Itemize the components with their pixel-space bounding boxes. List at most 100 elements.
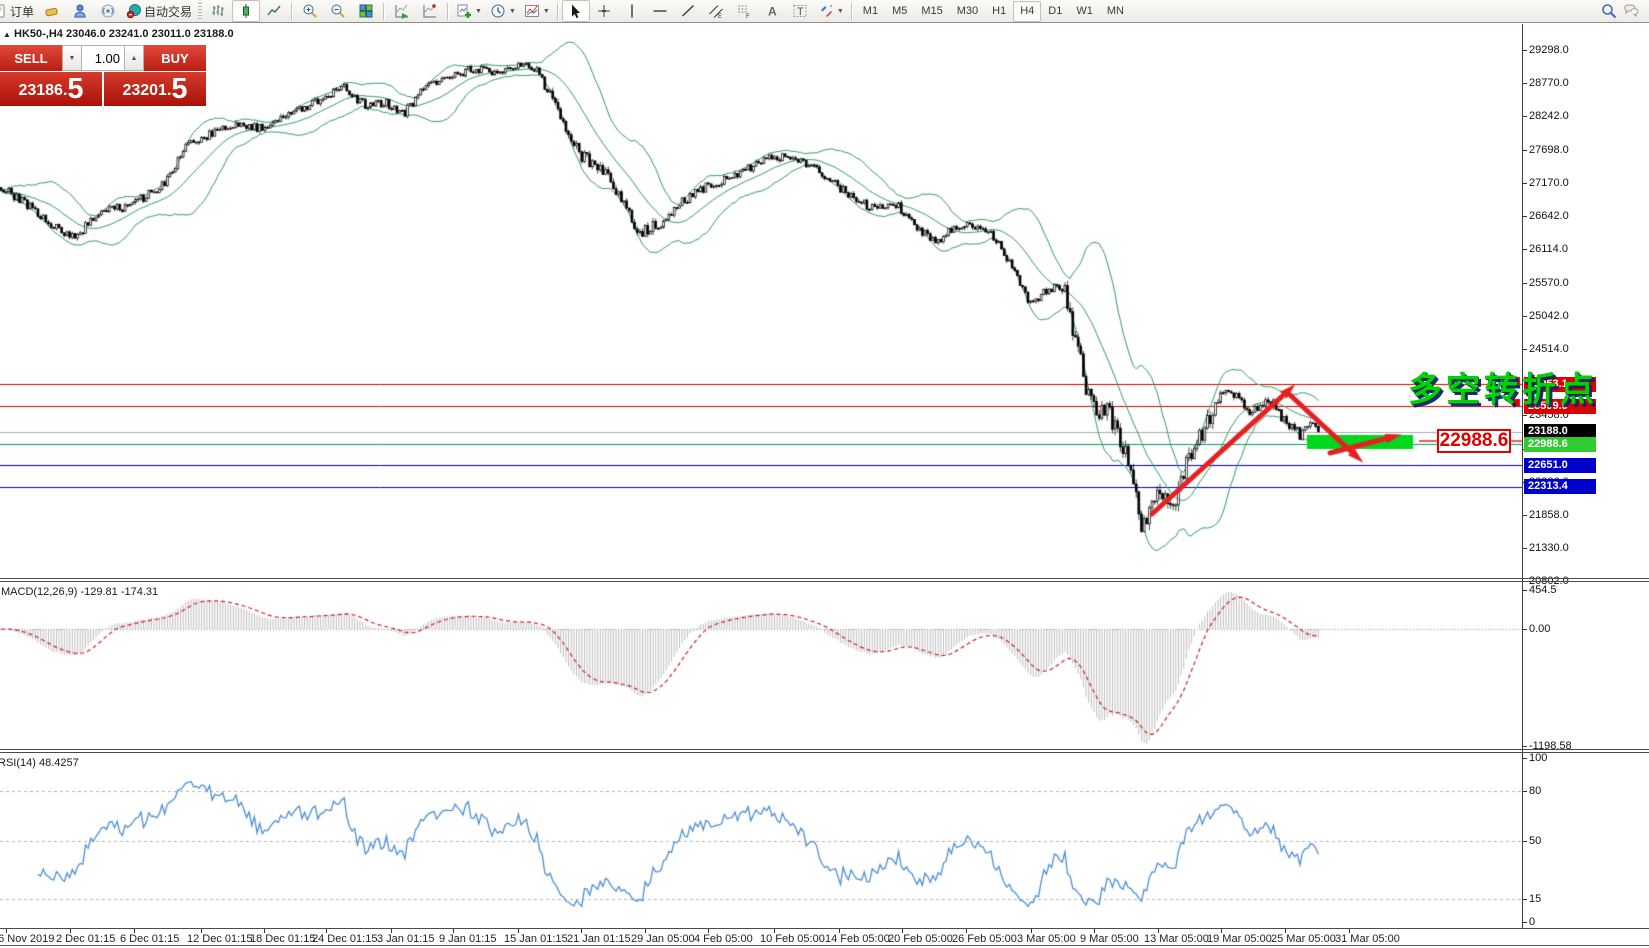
auto-scroll-button[interactable]: [388, 0, 416, 22]
new-order-icon: [0, 4, 5, 18]
panel-separator[interactable]: [0, 752, 1649, 753]
sell-price-dot: .: [62, 82, 68, 99]
panel-separator[interactable]: [0, 749, 1649, 750]
accounts-button[interactable]: [66, 0, 94, 22]
price-axis[interactable]: 29298.0 28770.0 28242.0 27698.0 27170.0 26642…: [1522, 24, 1649, 929]
buy-button[interactable]: BUY: [144, 45, 206, 71]
tf-m5[interactable]: M5: [892, 5, 908, 17]
rsi-tick-label: 50: [1529, 835, 1542, 847]
line-chart-icon: [267, 5, 281, 16]
search-icon[interactable]: [1601, 3, 1617, 19]
candlestick-chart-icon: [243, 4, 250, 18]
annotation-text-cn[interactable]: 多空转折点: [1408, 371, 1598, 409]
arrows-shapes-button[interactable]: ▼: [814, 0, 848, 22]
axis-tick: [1523, 590, 1527, 591]
arrows-shapes-icon: [820, 4, 833, 17]
price-tag: 23188.0: [1524, 424, 1596, 440]
sell-button[interactable]: SELL: [0, 45, 62, 71]
candlestick-chart-button[interactable]: [232, 0, 261, 22]
panel-separator: [0, 928, 1649, 929]
time-axis-label: 25 Mar 05:00: [1271, 933, 1336, 945]
axis-tick: [1523, 216, 1527, 217]
time-axis-label: 26 Nov 2019: [0, 933, 55, 945]
line-chart-button[interactable]: [260, 0, 288, 22]
chart-canvas[interactable]: [0, 24, 1522, 929]
period-button[interactable]: ▼: [486, 0, 520, 22]
macd-tick-label: -1198.58: [1529, 740, 1572, 752]
axis-tick: [1523, 249, 1527, 250]
vertical-line-button[interactable]: [618, 0, 646, 22]
time-axis-label: 18 Dec 01:15: [250, 933, 316, 945]
rsi-tick-label: 80: [1529, 785, 1542, 797]
volume-input[interactable]: [82, 45, 124, 71]
new-order-button[interactable]: 订单: [0, 0, 38, 22]
fibonacci-icon: F: [737, 5, 750, 19]
tf-mn[interactable]: MN: [1106, 5, 1124, 17]
zoom-out-button[interactable]: [324, 0, 352, 22]
toolbar-separator: [291, 2, 294, 20]
tf-w1[interactable]: W1: [1076, 5, 1093, 17]
tile-windows-button[interactable]: [352, 0, 380, 22]
toolbar-separator: [383, 2, 386, 20]
main-toolbar: 订单 自动交易 ▼ ▼: [0, 0, 1649, 23]
bar-chart-button[interactable]: [204, 0, 232, 22]
tf-m15[interactable]: M15: [921, 5, 943, 17]
trendline-button[interactable]: [674, 0, 702, 22]
horizontal-line-icon: [653, 10, 667, 12]
volume-increase-button[interactable]: ▲: [124, 45, 144, 71]
zoom-out-icon: [331, 4, 345, 18]
axis-tick: [1523, 50, 1527, 51]
text-a-icon: A: [768, 5, 777, 19]
price-tick-label: 24514.0: [1529, 343, 1569, 355]
axis-tick: [1523, 841, 1527, 842]
time-axis-label: 9 Jan 01:15: [439, 933, 497, 945]
symbol-marker-icon: ▲: [3, 30, 11, 39]
sell-price-main: 23186: [18, 82, 63, 99]
price-tick-label: 27170.0: [1529, 177, 1569, 189]
chart-shift-button[interactable]: [416, 0, 444, 22]
zoom-in-button[interactable]: [296, 0, 324, 22]
time-axis-tick: [1094, 929, 1095, 933]
volume-decrease-button[interactable]: ▼: [62, 45, 82, 71]
time-axis-tick: [264, 929, 265, 933]
price-tick-label: 28770.0: [1529, 77, 1569, 89]
svg-text:F: F: [746, 14, 750, 19]
market-watch-button[interactable]: [38, 0, 66, 22]
signals-button[interactable]: [94, 0, 122, 22]
autotrading-button[interactable]: 自动交易: [122, 0, 196, 22]
svg-text:A: A: [768, 5, 777, 19]
tf-m30[interactable]: M30: [956, 5, 979, 17]
panel-separator[interactable]: [0, 578, 1649, 579]
axis-tick: [1523, 746, 1527, 747]
time-axis-label: 15 Jan 01:15: [504, 933, 568, 945]
indicators-button[interactable]: ▼: [520, 0, 554, 22]
crosshair-button[interactable]: [590, 0, 618, 22]
tf-d1[interactable]: D1: [1048, 5, 1063, 17]
chevron-down-icon: ▼: [542, 7, 550, 15]
sell-price-button[interactable]: 23186. 5: [0, 72, 102, 106]
text-label-button[interactable]: T: [786, 0, 814, 22]
new-chart-button[interactable]: ▼: [452, 0, 486, 22]
price-callout-label[interactable]: 22988.6: [1437, 429, 1511, 453]
text-button[interactable]: A: [758, 0, 786, 22]
autotrading-icon: [126, 4, 142, 19]
price-tick-label: 29298.0: [1529, 44, 1569, 56]
chart-title: HK50-,H4 23046.0 23241.0 23011.0 23188.0: [14, 28, 234, 40]
fibonacci-button[interactable]: F: [730, 0, 758, 22]
chat-icon[interactable]: [1623, 3, 1639, 19]
tf-h4[interactable]: H4: [1013, 0, 1042, 22]
time-axis-tick: [1285, 929, 1286, 933]
axis-tick: [1523, 116, 1527, 117]
tf-h1[interactable]: H1: [992, 5, 1007, 17]
buy-price-main: 23201: [122, 82, 167, 99]
panel-separator[interactable]: [0, 581, 1649, 582]
price-tag: 22313.4: [1524, 479, 1596, 495]
equidistant-channel-button[interactable]: E: [702, 0, 730, 22]
tf-m1[interactable]: M1: [862, 5, 879, 17]
time-axis-label: 10 Feb 05:00: [760, 933, 825, 945]
buy-price-button[interactable]: 23201. 5: [104, 72, 206, 106]
cursor-button[interactable]: [561, 0, 590, 22]
horizontal-line-button[interactable]: [646, 0, 674, 22]
